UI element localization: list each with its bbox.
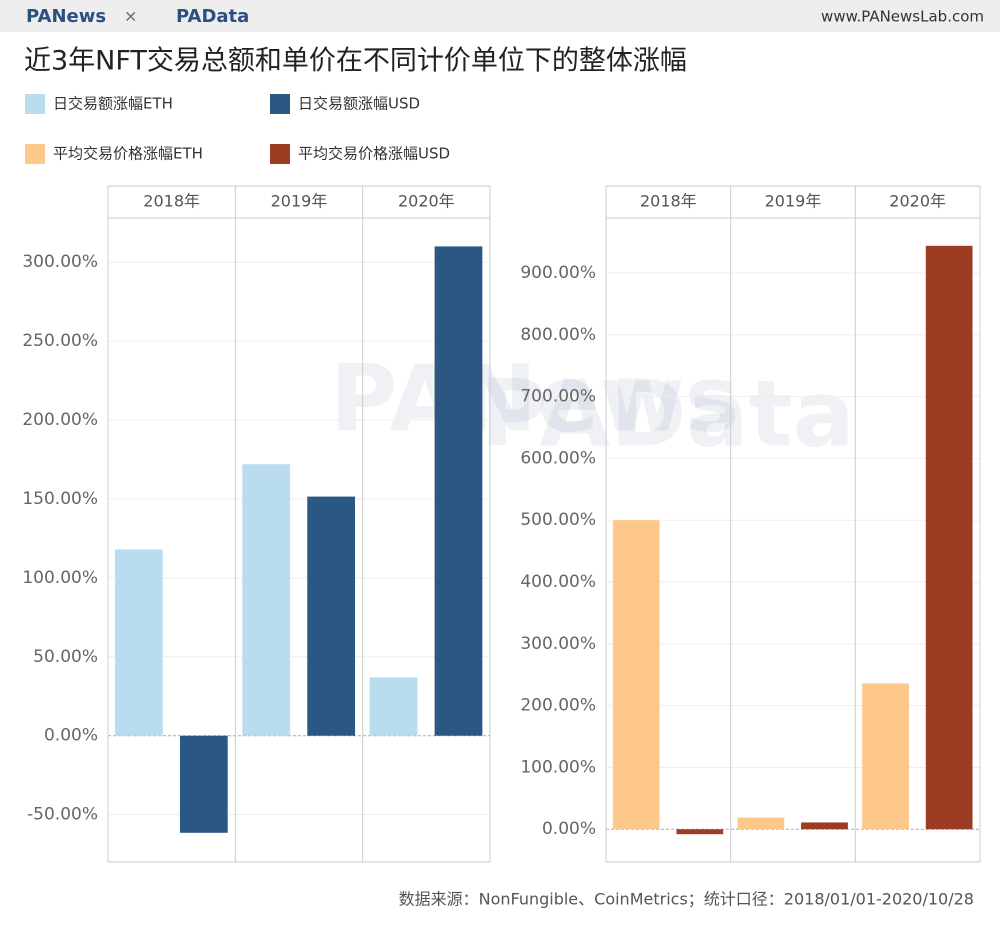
bar bbox=[369, 677, 418, 736]
watermark: PAData bbox=[480, 360, 855, 467]
bar bbox=[242, 464, 291, 736]
bar bbox=[925, 245, 973, 830]
legend-swatch bbox=[270, 94, 290, 114]
legend-swatch bbox=[25, 94, 45, 114]
y-tick-label: 50.00% bbox=[33, 647, 98, 667]
facet-label: 2018年 bbox=[640, 192, 697, 211]
bar bbox=[801, 822, 848, 830]
legend-swatch bbox=[25, 144, 45, 164]
charts: -50.00% 0.00% 50.00% 100.00% 150.00% 200.00% 2… bbox=[22, 94, 981, 863]
source-note: 数据来源：NonFungible、CoinMetrics；统计口径：2018/0… bbox=[399, 890, 974, 909]
facet-label: 2020年 bbox=[889, 192, 946, 211]
bar bbox=[862, 683, 909, 830]
y-tick-label: 700.00% bbox=[520, 387, 596, 407]
y-tick-label: 100.00% bbox=[22, 568, 98, 588]
y-tick-label: 250.00% bbox=[22, 331, 98, 351]
watermark: PANews bbox=[330, 345, 739, 452]
bar bbox=[737, 817, 785, 830]
site-url: www.PANewsLab.com bbox=[821, 8, 984, 26]
brand-separator: × bbox=[124, 7, 137, 26]
legend-label: 日交易额涨幅USD bbox=[298, 95, 420, 113]
legend-swatch bbox=[270, 144, 290, 164]
brand: PANews bbox=[26, 6, 106, 27]
bar bbox=[676, 829, 724, 835]
facet-label: 2019年 bbox=[765, 192, 822, 211]
y-tick-label: 200.00% bbox=[22, 410, 98, 430]
y-tick-label: 100.00% bbox=[520, 757, 596, 777]
facet-label: 2018年 bbox=[143, 192, 200, 211]
bar bbox=[115, 549, 163, 736]
facet-label: 2020年 bbox=[398, 192, 455, 211]
y-tick-label: -50.00% bbox=[27, 805, 98, 825]
y-tick-label: 0.00% bbox=[542, 819, 596, 839]
legend-label: 日交易额涨幅ETH bbox=[53, 95, 173, 113]
bar bbox=[612, 520, 660, 830]
y-tick-label: 500.00% bbox=[520, 510, 596, 530]
y-tick-label: 900.00% bbox=[520, 263, 596, 283]
legend-label: 平均交易价格涨幅USD bbox=[298, 145, 450, 163]
y-tick-label: 200.00% bbox=[520, 696, 596, 716]
bar bbox=[179, 735, 228, 833]
facet-label: 2019年 bbox=[271, 192, 328, 211]
legend-label: 平均交易价格涨幅ETH bbox=[53, 145, 203, 163]
y-tick-label: 300.00% bbox=[520, 634, 596, 654]
y-tick-label: 400.00% bbox=[520, 572, 596, 592]
bar bbox=[434, 246, 483, 736]
y-tick-label: 150.00% bbox=[22, 489, 98, 509]
brand: PAData bbox=[176, 6, 249, 27]
bar bbox=[307, 496, 356, 736]
facet-header bbox=[107, 185, 491, 219]
y-tick-label: 0.00% bbox=[44, 726, 98, 746]
y-tick-label: 800.00% bbox=[520, 325, 596, 345]
y-tick-label: 600.00% bbox=[520, 448, 596, 468]
y-tick-label: 300.00% bbox=[22, 252, 98, 272]
chart-title: 近3年NFT交易总额和单价在不同计价单位下的整体涨幅 bbox=[24, 46, 687, 77]
top-bar bbox=[0, 0, 1000, 32]
